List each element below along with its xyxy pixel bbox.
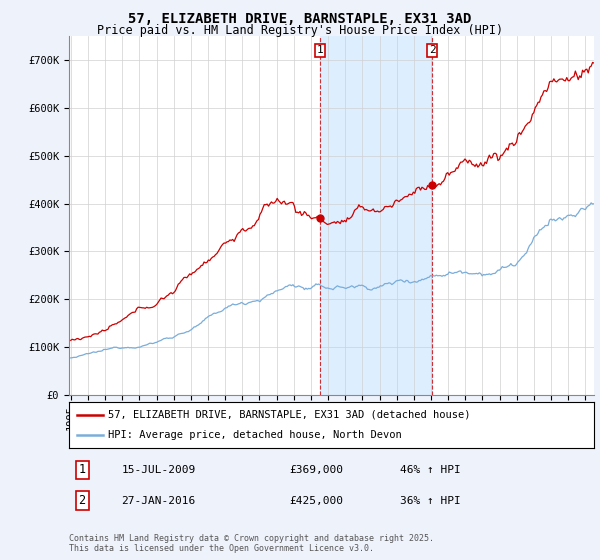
Text: 57, ELIZABETH DRIVE, BARNSTAPLE, EX31 3AD (detached house): 57, ELIZABETH DRIVE, BARNSTAPLE, EX31 3A… [109,409,471,419]
Text: £369,000: £369,000 [290,465,343,475]
Text: 15-JUL-2009: 15-JUL-2009 [121,465,196,475]
Text: 1: 1 [79,464,86,477]
Text: 2: 2 [79,494,86,507]
Text: HPI: Average price, detached house, North Devon: HPI: Average price, detached house, Nort… [109,430,402,440]
Text: 27-JAN-2016: 27-JAN-2016 [121,496,196,506]
Text: 46% ↑ HPI: 46% ↑ HPI [400,465,461,475]
Text: Price paid vs. HM Land Registry's House Price Index (HPI): Price paid vs. HM Land Registry's House … [97,24,503,36]
Text: 57, ELIZABETH DRIVE, BARNSTAPLE, EX31 3AD: 57, ELIZABETH DRIVE, BARNSTAPLE, EX31 3A… [128,12,472,26]
Text: 1: 1 [317,45,323,55]
Text: £425,000: £425,000 [290,496,343,506]
Text: 2: 2 [429,45,436,55]
Bar [320,36,432,395]
Text: Contains HM Land Registry data © Crown copyright and database right 2025.
This d: Contains HM Land Registry data © Crown c… [69,534,434,553]
Text: 36% ↑ HPI: 36% ↑ HPI [400,496,461,506]
